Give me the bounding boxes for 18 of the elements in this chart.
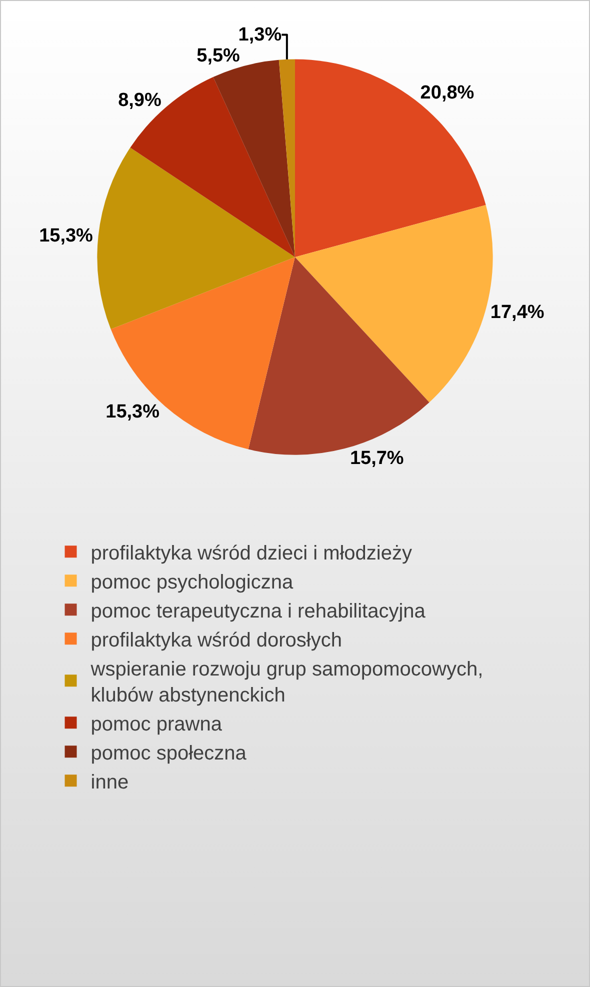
pie-slice [97, 148, 295, 330]
legend-label: inne [90, 771, 129, 794]
legend-label: pomoc psychologiczna [90, 571, 294, 594]
legend-label: profilaktyka wśród dzieci i młodzieży [90, 542, 412, 564]
data-label: 1,3% [238, 24, 282, 46]
data-label: 20,8% [420, 82, 474, 104]
data-label: 15,3% [106, 402, 160, 423]
legend-label: pomoc terapeutyczna i rehabilitacyjna [90, 600, 426, 622]
data-label: 17,4% [490, 302, 544, 323]
pie-slice [295, 204, 493, 402]
data-label: 8,9% [118, 90, 162, 111]
legend-label: pomoc prawna [90, 713, 223, 736]
pie-slice [295, 59, 486, 258]
legend-label: profilaktyka wśród dorosłych [90, 629, 342, 652]
data-label: 15,3% [39, 225, 94, 246]
data-label: 5,5% [196, 45, 240, 66]
legend-label: pomoc społeczna [90, 742, 248, 764]
data-label: 15,7% [350, 448, 404, 469]
